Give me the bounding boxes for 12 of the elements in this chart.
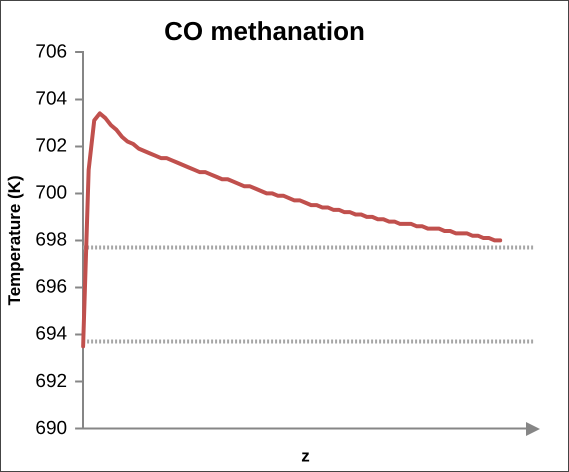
y-tick-label: 706 — [35, 41, 68, 62]
y-tick-label: 704 — [35, 88, 68, 110]
y-axis-title: Temperature (K) — [4, 175, 24, 306]
y-tick-label: 694 — [35, 324, 68, 345]
x-axis-title: z — [301, 446, 310, 466]
y-tick-label: 696 — [35, 276, 68, 298]
chart-title: CO methanation — [164, 16, 365, 46]
y-tick-label: 698 — [35, 230, 68, 251]
y-tick-label: 702 — [35, 136, 68, 157]
y-tick-label: 692 — [35, 370, 68, 392]
y-tick-label: 690 — [35, 418, 68, 439]
y-tick-label: 700 — [35, 182, 68, 204]
